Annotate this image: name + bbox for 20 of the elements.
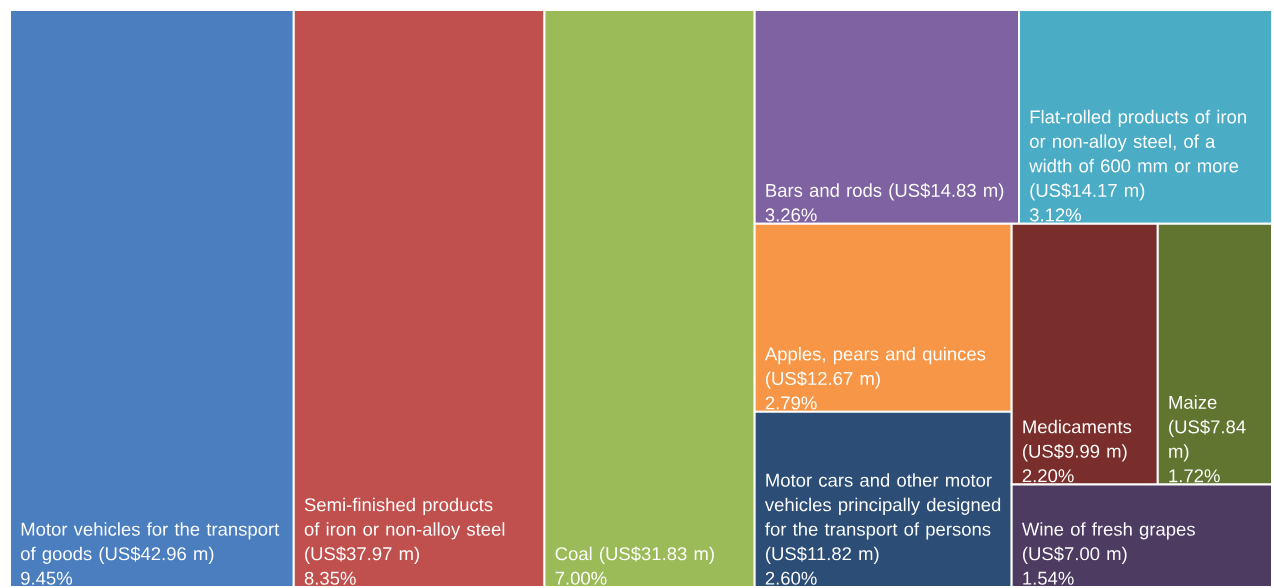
category-label: Coal (US$31.83 m) bbox=[555, 546, 714, 564]
data-label: 2.60% bbox=[765, 571, 817, 585]
data-label: 1.72% bbox=[1169, 469, 1220, 483]
data-label: 1.54% bbox=[1023, 571, 1074, 585]
data-label: 2.20% bbox=[1022, 469, 1074, 483]
category-label: Medicaments (US$9.99 m) bbox=[1023, 419, 1132, 462]
category-label: Flat-rolled products of iron or non-alloy steel, of a width of 600 mm or more (US$14.17 m) bbox=[1029, 109, 1246, 201]
category-label: Motor cars and other motor vehicles principally designed for the transport of persons (US$11.82 m) bbox=[764, 473, 1001, 564]
category-label: Bars and rods (US$14.83 m) bbox=[766, 183, 1004, 201]
category-label: Apples, pears and quinces (US$12.67 m) bbox=[764, 346, 986, 389]
category-label: Maize (US$7.84 m) bbox=[1169, 395, 1246, 462]
data-label: 2.79% bbox=[765, 396, 817, 410]
data-label: 3.12% bbox=[1029, 208, 1081, 222]
data-label: 7.00% bbox=[555, 571, 607, 585]
data-label: 3.26% bbox=[765, 208, 817, 222]
category-label: Wine of fresh grapes (US$7.00 m) bbox=[1021, 522, 1195, 564]
data-label: 8.35% bbox=[304, 571, 356, 585]
data-label: 9.45% bbox=[21, 571, 73, 585]
category-label: Semi-finished products of iron or non-alloy steel (US$37.97 m) bbox=[304, 497, 505, 564]
category-label: Motor vehicles for the transport of goods (US$42.96 m) bbox=[21, 522, 280, 564]
